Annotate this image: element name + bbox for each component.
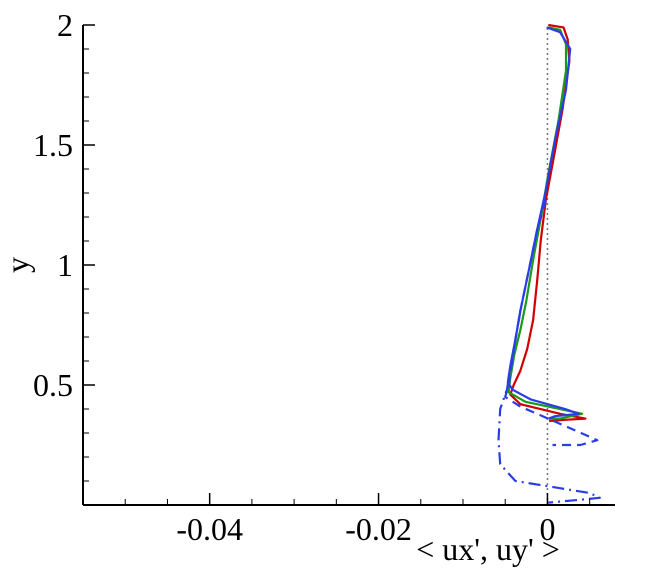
data-line — [507, 26, 584, 420]
y-tick-label: 0.5 — [33, 367, 73, 403]
y-tick-label: 1 — [57, 247, 73, 283]
y-axis-label: y — [0, 257, 35, 273]
data-line — [497, 310, 601, 504]
x-tick-label: -0.04 — [176, 511, 243, 547]
y-tick-label: 1.5 — [33, 127, 73, 163]
x-axis-label: < ux', uy' > — [416, 531, 560, 567]
y-tick-label: 2 — [57, 7, 73, 43]
x-tick-label: 0 — [539, 511, 555, 547]
data-line — [504, 199, 599, 447]
x-tick-label: -0.02 — [345, 511, 412, 547]
